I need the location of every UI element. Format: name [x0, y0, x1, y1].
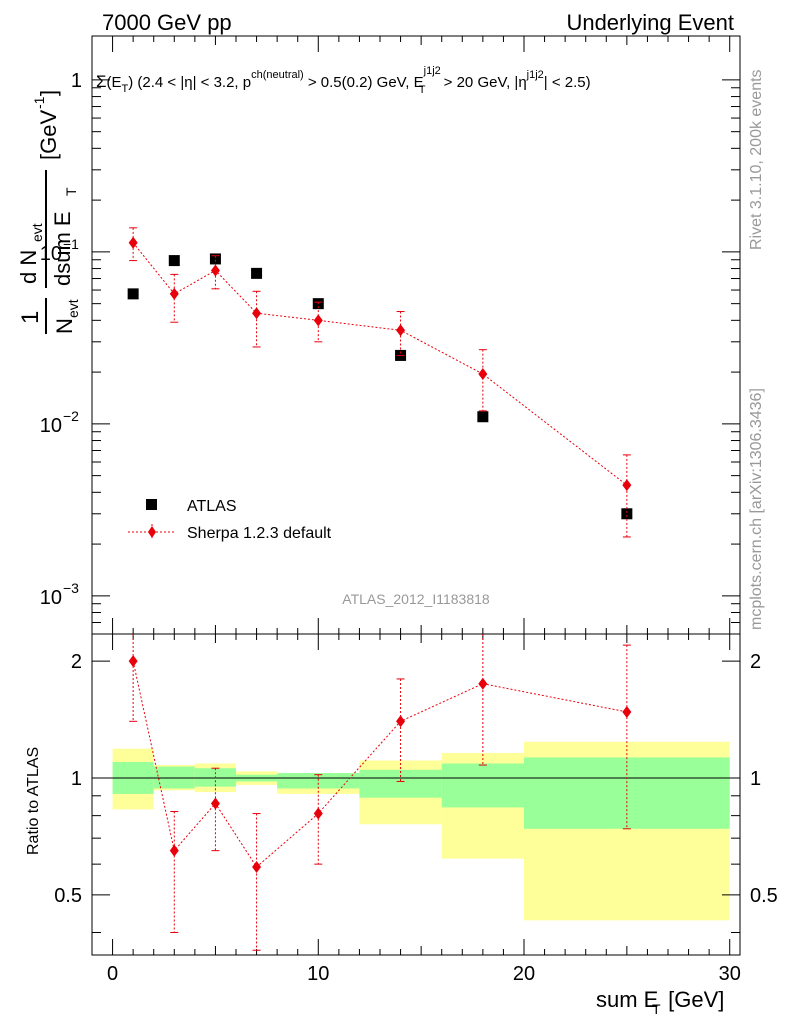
- ratio-ytick-label-right-1: 1: [750, 768, 761, 790]
- x-tick-label-2: 20: [513, 963, 535, 985]
- atlas-point-0: [127, 288, 139, 300]
- band-inner-4: [277, 773, 360, 789]
- ratio-ytick-label-left-2: 2: [71, 651, 82, 673]
- svg-text:sum E: sum E: [596, 987, 658, 1012]
- main-ytick-exp-2: −2: [63, 408, 79, 424]
- ratio-point-2: [210, 797, 220, 810]
- band-inner-6: [441, 763, 524, 808]
- main-ytick-label-1: 10: [40, 243, 62, 265]
- svg-text:1: 1: [17, 311, 44, 324]
- sherpa-point-7: [622, 479, 632, 492]
- atlas-point-2: [209, 253, 221, 265]
- x-axis-label: sum E T [GeV]: [596, 987, 724, 1017]
- ratio-point-4: [313, 807, 323, 820]
- svg-text:-1: -1: [31, 96, 47, 109]
- svg-text:T: T: [652, 1001, 661, 1017]
- svg-text:T: T: [63, 187, 79, 196]
- main-panel-data: [127, 227, 633, 538]
- main-ytick-exp-3: −3: [63, 580, 79, 596]
- svg-text:[GeV]: [GeV]: [662, 987, 724, 1012]
- sherpa-point-4: [313, 314, 323, 327]
- svg-text:dsum E: dsum E: [50, 211, 75, 286]
- ratio-ytick-label-left-1: 1: [71, 768, 82, 790]
- plot-title: Σ(ET) (2.4 < |η| < 3.2, pch(neutral) > 0…: [96, 65, 591, 96]
- sherpa-point-5: [396, 324, 406, 337]
- svg-text:N: N: [52, 318, 77, 334]
- ratio-line: [132, 661, 627, 868]
- ratio-point-6: [478, 677, 488, 690]
- sherpa-point-1: [169, 287, 179, 300]
- main-ytick-label-0: 1: [71, 70, 82, 92]
- main-ytick-exp-1: −1: [63, 236, 79, 252]
- x-tick-label-1: 10: [307, 963, 329, 985]
- rivet-label: Rivet 3.1.10, 200k events: [748, 69, 765, 250]
- main-ytick-label-2: 10: [40, 415, 62, 437]
- main-ylabel: 1 N evt d N evt dsum E T [GeV -1 ]: [16, 90, 81, 334]
- atlas-point-1: [168, 255, 180, 267]
- header-left: 7000 GeV pp: [102, 10, 232, 35]
- ratio-uncertainty-bands: [112, 741, 730, 921]
- ratio-ytick-label-right-0: 0.5: [750, 885, 778, 907]
- legend-atlas-label: ATLAS: [187, 498, 237, 515]
- legend-sherpa-marker: [148, 526, 156, 538]
- header-right: Underlying Event: [566, 10, 734, 35]
- ratio-frame: [91, 633, 741, 956]
- ratio-point-5: [396, 715, 406, 728]
- plot-frames: [91, 35, 741, 956]
- legend-atlas-marker: [146, 499, 157, 510]
- x-tick-label-0: 0: [107, 963, 118, 985]
- sherpa-point-2: [210, 264, 220, 277]
- ratio-ylabel: Ratio to ATLAS: [25, 747, 42, 855]
- analysis-watermark: ATLAS_2012_I1183818: [342, 591, 490, 607]
- atlas-point-6: [477, 411, 489, 423]
- sherpa-line: [132, 242, 628, 486]
- ratio-ytick-label-right-2: 2: [750, 651, 761, 673]
- ratio-point-3: [252, 860, 262, 873]
- main-frame: [91, 35, 741, 635]
- ratio-point-7: [622, 705, 632, 718]
- svg-text:evt: evt: [29, 223, 45, 242]
- sherpa-point-6: [478, 367, 488, 380]
- svg-text:[GeV: [GeV: [36, 110, 61, 160]
- atlas-point-7: [621, 508, 633, 520]
- sherpa-point-3: [252, 307, 262, 320]
- ratio-panel-data: [128, 634, 632, 951]
- mcplots-label: mcplots.cern.ch [arXiv:1306.3436]: [748, 388, 765, 630]
- x-tick-label-3: 30: [719, 963, 741, 985]
- main-ytick-label-3: 10: [40, 587, 62, 609]
- svg-text:evt: evt: [65, 299, 81, 318]
- legend: ATLAS Sherpa 1.2.3 default: [128, 498, 332, 542]
- svg-text:]: ]: [36, 90, 61, 96]
- atlas-point-3: [251, 267, 263, 279]
- ratio-ytick-label-left-0: 0.5: [54, 885, 82, 907]
- sherpa-point-0: [128, 236, 138, 249]
- ratio-point-0: [128, 655, 138, 668]
- ratio-point-1: [169, 844, 179, 857]
- svg-text:d N: d N: [16, 250, 41, 284]
- band-inner-5: [359, 769, 442, 798]
- legend-sherpa-label: Sherpa 1.2.3 default: [187, 525, 332, 542]
